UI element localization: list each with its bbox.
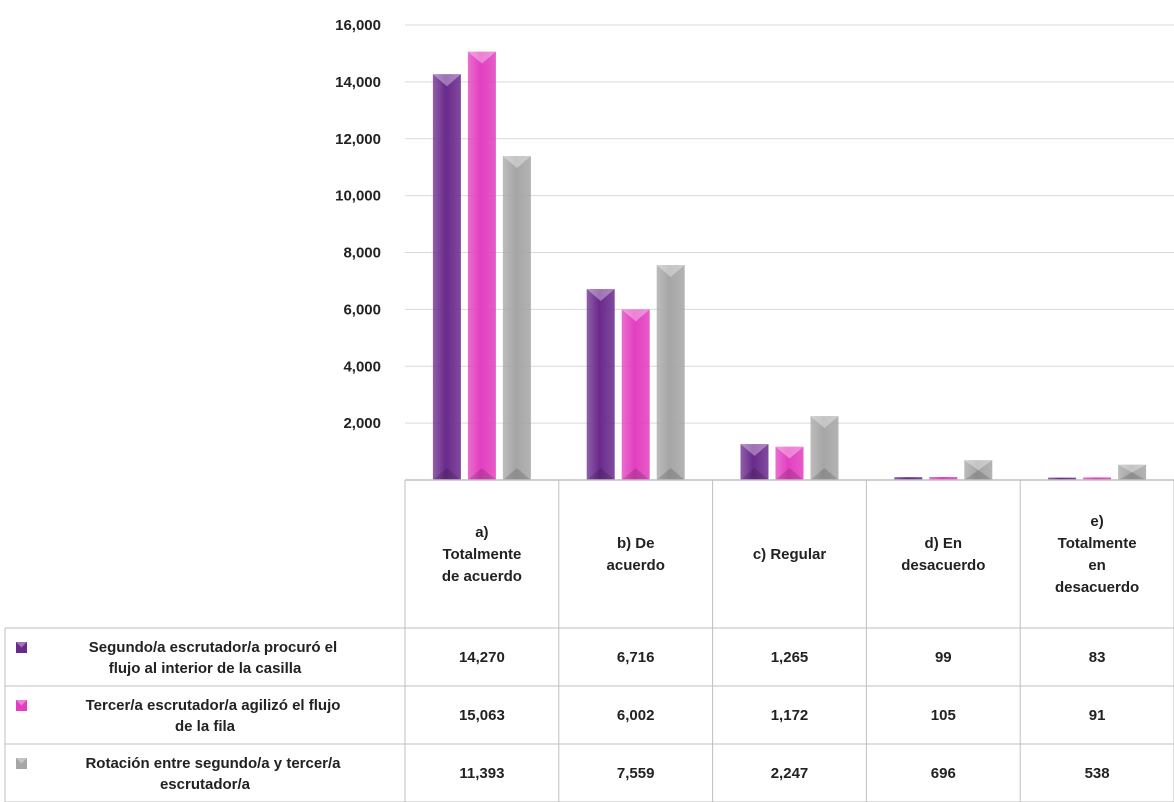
data-label: 2,247: [771, 765, 809, 782]
data-label: 6,716: [617, 649, 655, 666]
y-tick-label: 16,000: [335, 17, 381, 34]
legend-key: [16, 642, 27, 653]
data-label: 6,002: [617, 707, 655, 724]
data-label: 538: [1085, 765, 1110, 782]
data-label: 91: [1089, 707, 1106, 724]
data-label: 15,063: [459, 707, 505, 724]
category-label: e) Totalmente en desacuerdo: [1055, 513, 1139, 596]
bar: [810, 416, 839, 480]
series-label: Segundo/a escrutador/a procuró el flujo a…: [89, 639, 337, 677]
bar: [467, 51, 496, 481]
bar: [1118, 464, 1147, 480]
category-label: b) De acuerdo: [607, 535, 665, 574]
data-label: 7,559: [617, 765, 655, 782]
series-label: Tercer/a escrutador/a agilizó el flujo de…: [86, 697, 341, 735]
gridlines: [405, 24, 1174, 424]
bar: [502, 156, 531, 480]
legend-key: [16, 700, 27, 711]
bar: [894, 477, 923, 480]
bar: [586, 289, 615, 480]
bar: [964, 460, 993, 480]
bars: [432, 51, 1147, 481]
y-tick-label: 4,000: [343, 358, 381, 375]
y-tick-label: 6,000: [343, 301, 381, 318]
data-label: 11,393: [459, 765, 504, 782]
y-tick-label: 10,000: [335, 188, 381, 205]
bar: [775, 446, 804, 480]
y-tick-label: 2,000: [343, 415, 381, 432]
data-label: 99: [935, 649, 952, 666]
bar: [1083, 477, 1112, 480]
bar: [621, 309, 650, 480]
bar: [740, 444, 769, 480]
bar: [656, 265, 685, 480]
y-tick-label: 14,000: [335, 74, 381, 91]
data-label: 105: [931, 707, 956, 724]
legend-key: [16, 758, 27, 769]
bar: [1048, 477, 1077, 480]
y-tick-label: 12,000: [335, 131, 381, 148]
data-label: 14,270: [459, 649, 505, 666]
category-label: a) Totalmente de acuerdo: [442, 524, 522, 585]
data-label: 1,265: [771, 649, 809, 666]
series-label: Rotación entre segundo/a y tercer/a escru…: [85, 755, 341, 793]
data-label: 83: [1089, 649, 1106, 666]
data-label: 1,172: [771, 707, 809, 724]
data-table: a) Totalmente de acuerdo b) De acuerdo c) Reg…: [4, 479, 1174, 802]
y-axis: 2,000 4,000 6,000 8,000 10,000 12,000 14,000 16…: [335, 17, 381, 432]
category-label: d) En desacuerdo: [901, 535, 985, 574]
bar: [929, 477, 958, 480]
y-tick-label: 8,000: [343, 245, 381, 262]
bar: [432, 74, 461, 481]
data-label: 696: [931, 765, 956, 782]
category-label: c) Regular: [753, 546, 827, 563]
